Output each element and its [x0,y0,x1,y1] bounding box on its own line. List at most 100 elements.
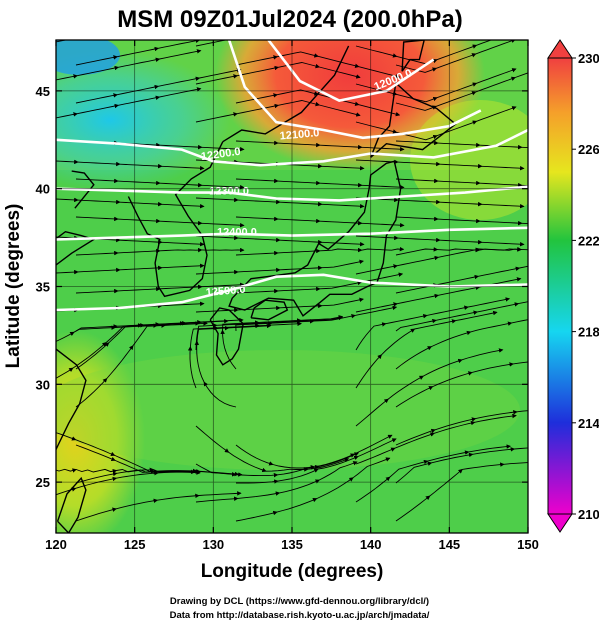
streamline [235,178,279,184]
streamline [157,493,200,501]
streamline [439,239,483,245]
streamline [387,375,424,400]
coastline [56,476,87,533]
streamline [361,146,405,152]
streamline [237,267,281,273]
streamline [321,203,365,209]
streamline [352,457,391,479]
x-tick-label: 125 [124,537,146,552]
streamline [119,265,163,271]
streamline [201,146,245,152]
streamline [198,491,242,496]
streamline [436,44,478,61]
y-axis-ticks: 25 30 35 40 45 [36,84,528,490]
streamline [397,199,441,205]
streamline [161,203,205,209]
colorbar-tick-label: 210 [578,507,599,522]
streamline [381,328,416,356]
streamline [75,377,108,408]
streamline [516,410,528,413]
streamline [159,220,203,226]
streamline [75,342,110,370]
streamline [277,464,320,476]
streamline [477,302,520,313]
streamline [201,222,245,228]
streamline [479,144,523,150]
streamline [75,93,118,104]
x-tick-label: 120 [45,537,67,552]
streamline [220,329,237,370]
streamline [72,342,107,369]
streamline [300,315,344,321]
streamline [161,301,205,307]
streamline [75,476,118,489]
streamline [300,315,344,322]
streamline [235,55,278,66]
streamline [259,321,302,327]
streamline [511,319,528,324]
streamline [195,74,238,85]
streamline [355,264,398,275]
streamline [355,121,398,134]
streamline [159,144,203,150]
streamline [161,241,205,247]
streamline [77,103,120,115]
streamline [75,216,119,222]
streamline [395,102,438,111]
streamline [159,182,203,188]
streamline [439,201,483,207]
y-tick-label: 30 [36,377,50,392]
streamline [515,72,528,78]
streamline [513,361,528,365]
streamline [237,491,281,499]
streamline [159,87,202,98]
streamline [277,248,321,254]
streamline [258,318,302,323]
streamline [194,340,205,383]
streamline [279,239,323,245]
streamline [228,451,267,473]
streamline [278,100,321,107]
streamline [395,386,434,408]
streamline [279,479,320,494]
streamline [199,68,242,79]
streamline [426,305,469,316]
streamline [462,462,505,470]
streamline [158,40,201,49]
streamline [355,45,398,58]
streamline [438,247,481,258]
streamline [468,297,511,308]
streamline [165,321,208,326]
streamline [277,142,321,148]
streamline [235,288,279,294]
streamline [222,320,260,331]
streamline [119,201,163,207]
colorbar-tick-label: 226 [578,142,599,157]
streamline [116,470,159,479]
streamline [158,76,201,87]
streamline [237,65,280,77]
streamline [119,239,163,245]
streamline [395,428,436,446]
streamline [503,462,528,465]
streamline [118,57,161,68]
colorbar: 230 226 222 218 214 210 [547,39,599,533]
streamline [437,142,481,148]
streamline [117,218,161,224]
streamline [470,321,513,333]
contour-label: 12300.0 [209,186,249,198]
streamline [195,40,238,47]
streamline [56,432,77,441]
streamline [278,62,321,69]
streamline [355,476,391,503]
streamline [436,310,479,321]
streamline [354,434,393,455]
streamline [75,250,119,256]
streamline [475,40,516,55]
streamline [395,495,431,522]
y-tick-label: 40 [36,182,50,197]
streamline [423,358,463,377]
streamline [313,313,356,322]
streamline [431,330,472,348]
streamline [75,444,116,462]
